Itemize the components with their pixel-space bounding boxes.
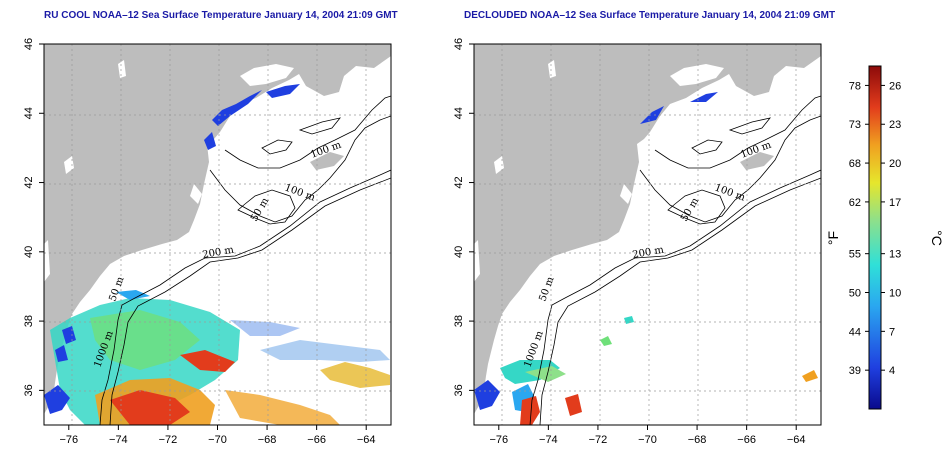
right-x-tick-label: −68 [688, 434, 707, 446]
fahrenheit-tick-label: 78 [849, 80, 861, 92]
right-y-tick-label: 46 [453, 38, 465, 50]
left-y-tick-label: 42 [23, 176, 35, 188]
left-graticule [44, 44, 391, 425]
left-x-tick-label: −66 [307, 434, 326, 446]
colorbar-ticks: 78 26 73 23 68 20 62 17 55 13 50 10 44 7 39 4 [849, 80, 902, 377]
fahrenheit-tick-label: 44 [849, 326, 861, 338]
fahrenheit-tick-label: 62 [849, 197, 861, 209]
left-y-tick-label: 44 [23, 107, 35, 119]
celsius-tick-label: 13 [889, 249, 901, 261]
left-contours [99, 95, 391, 425]
fahrenheit-tick-label: 50 [849, 288, 861, 300]
right-x-tick-label: −76 [489, 434, 508, 446]
left-x-tick-label: −70 [208, 434, 227, 446]
right-x-tick-label: −66 [737, 434, 756, 446]
celsius-tick-label: 23 [889, 119, 901, 131]
left-y-tick-label: 46 [23, 38, 35, 50]
left-y-tick-label: 40 [23, 246, 35, 258]
celsius-tick-label: 26 [889, 80, 901, 92]
left-x-tick-label: −72 [159, 434, 178, 446]
left-x-tick-label: −64 [357, 434, 376, 446]
colorbar-ramp [868, 65, 882, 410]
left-x-tick-label: −68 [258, 434, 277, 446]
celsius-unit-label: °C [929, 230, 945, 246]
left-sst-field [44, 84, 390, 425]
fahrenheit-tick-label: 55 [849, 249, 861, 261]
right-y-tick-label: 40 [453, 246, 465, 258]
right-y-tick-label: 44 [453, 107, 465, 119]
right-x-tick-label: −70 [638, 434, 657, 446]
left-map-panel: 100 m 100 m 50 m 200 m 50 m 1000 m [43, 43, 392, 426]
left-y-tick-label: 38 [23, 315, 35, 327]
fahrenheit-unit-label: °F [825, 231, 841, 245]
left-x-tick-label: −76 [59, 434, 78, 446]
right-x-tick-label: −74 [539, 434, 558, 446]
colorbar: 78 26 73 23 68 20 62 17 55 13 50 10 44 7 39 4 °F °C [825, 65, 945, 410]
fahrenheit-tick-label: 39 [849, 365, 861, 377]
right-map-panel: 100 m 100 m 50 m 200 m 50 m 1000 m [473, 43, 822, 426]
right-graticule [474, 44, 821, 425]
left-panel-title: RU COOL NOAA–12 Sea Surface Temperature … [44, 10, 398, 21]
celsius-tick-label: 17 [889, 197, 901, 209]
right-y-tick-label: 36 [453, 384, 465, 396]
right-x-tick-label: −72 [589, 434, 608, 446]
left-y-tick-label: 36 [23, 384, 35, 396]
celsius-tick-label: 10 [889, 288, 901, 300]
right-panel-title: DECLOUDED NOAA–12 Sea Surface Temperatur… [464, 10, 836, 21]
celsius-tick-label: 20 [889, 158, 901, 170]
axes: −76 −74 −72 −70 −68 −66 −64 36 38 40 42 44 46 −76 −74 −… [23, 38, 806, 446]
right-y-tick-label: 42 [453, 176, 465, 188]
fahrenheit-tick-label: 73 [849, 119, 861, 131]
right-contours [529, 95, 821, 425]
left-x-tick-label: −74 [109, 434, 128, 446]
celsius-tick-label: 7 [889, 326, 895, 338]
right-y-tick-label: 38 [453, 315, 465, 327]
fahrenheit-tick-label: 68 [849, 158, 861, 170]
celsius-tick-label: 4 [889, 365, 895, 377]
right-x-tick-label: −64 [787, 434, 806, 446]
